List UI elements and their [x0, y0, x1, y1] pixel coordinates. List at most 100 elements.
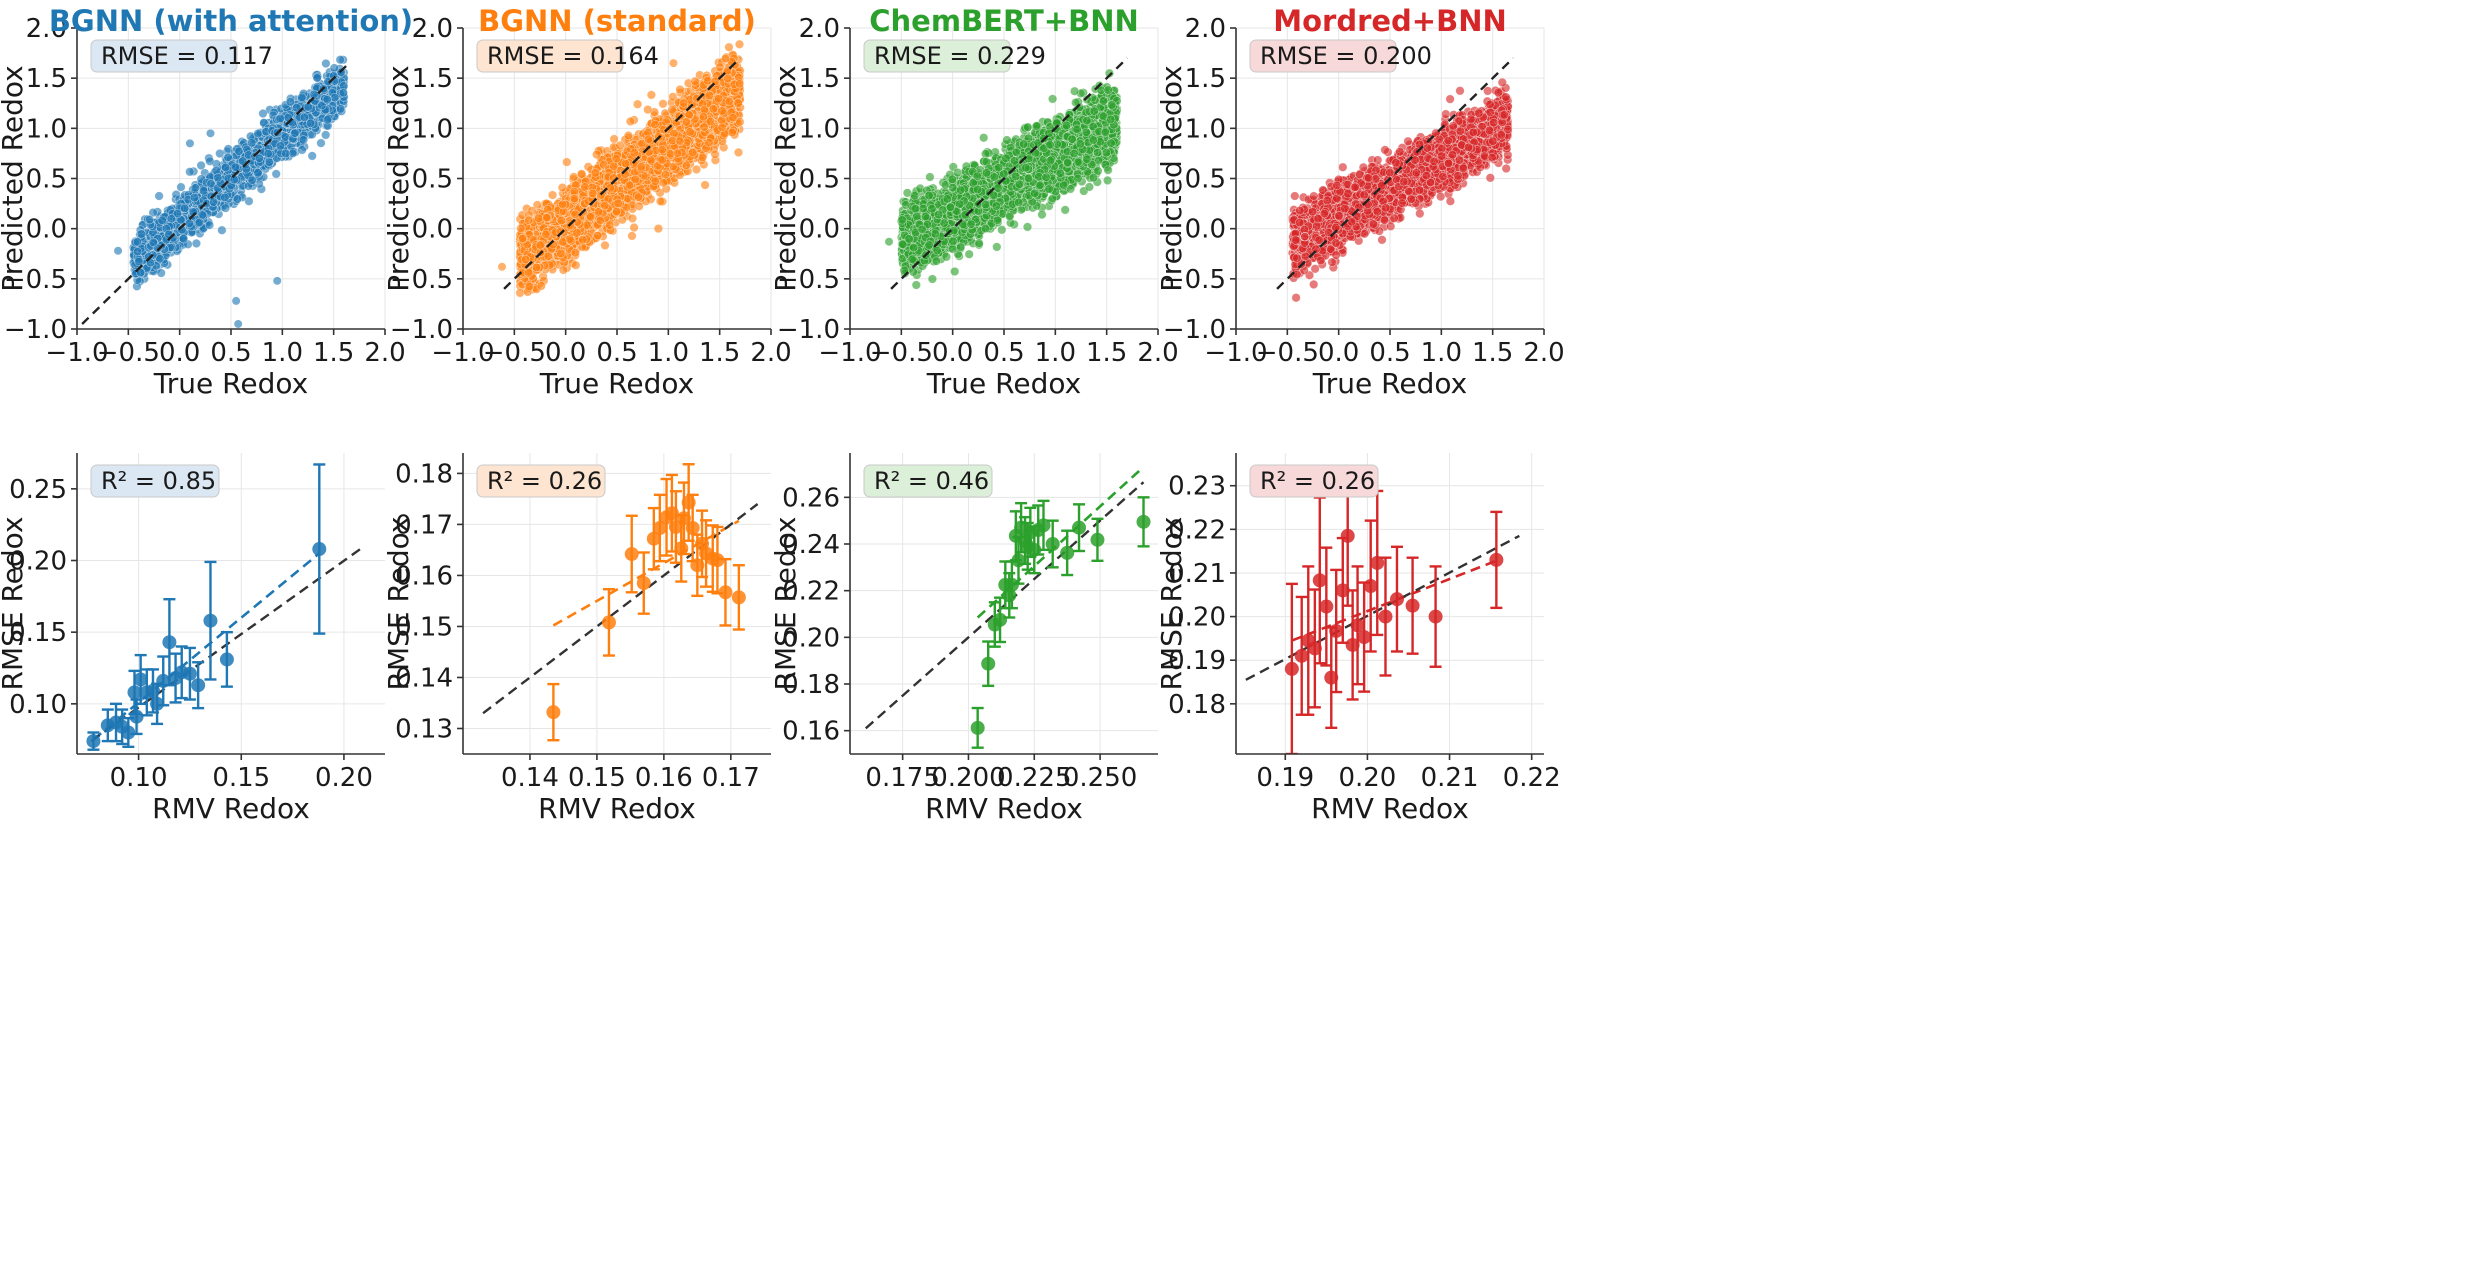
- scatter-point: [196, 160, 206, 170]
- scatter-point: [322, 115, 333, 125]
- scatter-point: [668, 92, 678, 102]
- scatter-point: [558, 265, 569, 275]
- scatter-point: [220, 203, 231, 213]
- scatter-point: [322, 94, 332, 105]
- annotation-badge: [90, 39, 238, 73]
- scatter-point: [338, 88, 349, 98]
- scatter-point: [600, 240, 610, 250]
- y-tick-label: 2.0: [26, 14, 67, 44]
- scatter-point: [578, 235, 588, 245]
- scatter-point: [258, 108, 268, 119]
- scatter-point: [189, 193, 199, 203]
- scatter-point: [179, 234, 189, 244]
- scatter-point: [232, 194, 242, 204]
- plot-area: [81, 55, 350, 329]
- scatter-point: [272, 276, 282, 286]
- scatter-point: [205, 156, 215, 166]
- scatter-point: [710, 149, 720, 159]
- scatter-point: [547, 190, 558, 200]
- scatter-point: [166, 214, 176, 224]
- scatter-point: [321, 58, 331, 69]
- scatter-point: [629, 222, 639, 233]
- scatter-point: [180, 203, 190, 213]
- scatter-point: [213, 173, 223, 183]
- scatter-point: [113, 246, 123, 256]
- scatter-point: [524, 268, 534, 278]
- scatter-point: [136, 229, 146, 239]
- scatter-point: [329, 63, 339, 73]
- scatter-point: [217, 225, 227, 235]
- scatter-point: [655, 196, 666, 206]
- scatter-point: [253, 129, 263, 139]
- scatter-point: [264, 157, 274, 167]
- y-axis-label: Predicted Redox: [0, 65, 29, 291]
- scatter-point: [281, 148, 291, 159]
- scatter-point: [515, 288, 525, 298]
- scatter-point: [700, 180, 710, 190]
- scatter-point: [667, 105, 677, 115]
- scatter-point: [234, 146, 244, 156]
- scatter-point: [205, 128, 216, 138]
- scatter-point: [208, 197, 219, 207]
- scatter-point: [154, 191, 164, 201]
- panel-2: −1.0−0.5 0.0 0.5 1.0 1.5 2.0−1.0−0.50.00.51.0…: [382, 4, 792, 400]
- x-tick-label: 1.0: [262, 338, 303, 368]
- plot-area: [497, 39, 745, 298]
- scatter-point: [646, 90, 657, 100]
- scatter-point: [734, 39, 745, 49]
- x-tick-label: 0.5: [210, 338, 251, 368]
- scatter-point: [230, 162, 240, 172]
- scatter-point: [156, 268, 166, 278]
- scatter-point: [215, 148, 225, 159]
- x-tick-label: 0.0: [159, 338, 200, 368]
- scatter-point: [233, 319, 243, 329]
- scatter-point: [724, 42, 734, 52]
- scatter-point: [185, 138, 195, 148]
- panel-1: −1.0−0.5 0.0 0.5 1.0 1.5 2.0−1.0−0.50.00.51.0…: [0, 4, 413, 400]
- scatter-point: [290, 128, 300, 138]
- scatter-point: [309, 89, 319, 99]
- scatter-point: [199, 186, 209, 196]
- scatter-point: [133, 247, 143, 257]
- scatter-point: [299, 112, 310, 122]
- scatter-point: [321, 130, 331, 140]
- scatter-point: [148, 237, 158, 247]
- scatter-point: [247, 175, 257, 185]
- scatter-point: [330, 92, 340, 103]
- y-tick-label: 1.5: [26, 64, 67, 94]
- scatter-point: [191, 238, 201, 248]
- scatter-point: [570, 248, 581, 258]
- y-tick-label: 1.0: [26, 114, 67, 144]
- scatter-point: [292, 103, 302, 113]
- scatter-point: [253, 168, 263, 178]
- scatter-point: [247, 138, 257, 148]
- scatter-point: [336, 104, 346, 114]
- scatter-point: [220, 192, 230, 203]
- scatter-point: [157, 215, 167, 225]
- scatter-point: [184, 218, 194, 228]
- scatter-point: [220, 162, 231, 172]
- scatter-point: [536, 281, 546, 291]
- scatter-point: [298, 135, 309, 145]
- scatter-point: [335, 55, 345, 65]
- scatter-point: [238, 156, 248, 166]
- scatter-point: [231, 296, 241, 306]
- identity-line: [81, 62, 350, 325]
- scatter-point: [569, 172, 579, 182]
- x-axis-label: True Redox: [153, 367, 308, 400]
- scatter-point: [306, 118, 316, 128]
- annotation-text: RMSE = 0.117: [101, 42, 273, 70]
- scatter-point: [690, 76, 700, 86]
- scatter-point: [562, 157, 572, 167]
- scatter-point: [185, 167, 195, 177]
- scatter-point: [176, 182, 186, 192]
- x-tick-label: −0.5: [97, 338, 160, 368]
- x-tick-label: 2.0: [364, 338, 405, 368]
- scatter-point: [134, 256, 144, 267]
- scatter-point: [317, 100, 327, 110]
- scatter-point: [691, 164, 702, 174]
- scatter-point: [297, 92, 307, 102]
- scatter-point: [577, 169, 587, 179]
- scatter-point: [263, 149, 273, 159]
